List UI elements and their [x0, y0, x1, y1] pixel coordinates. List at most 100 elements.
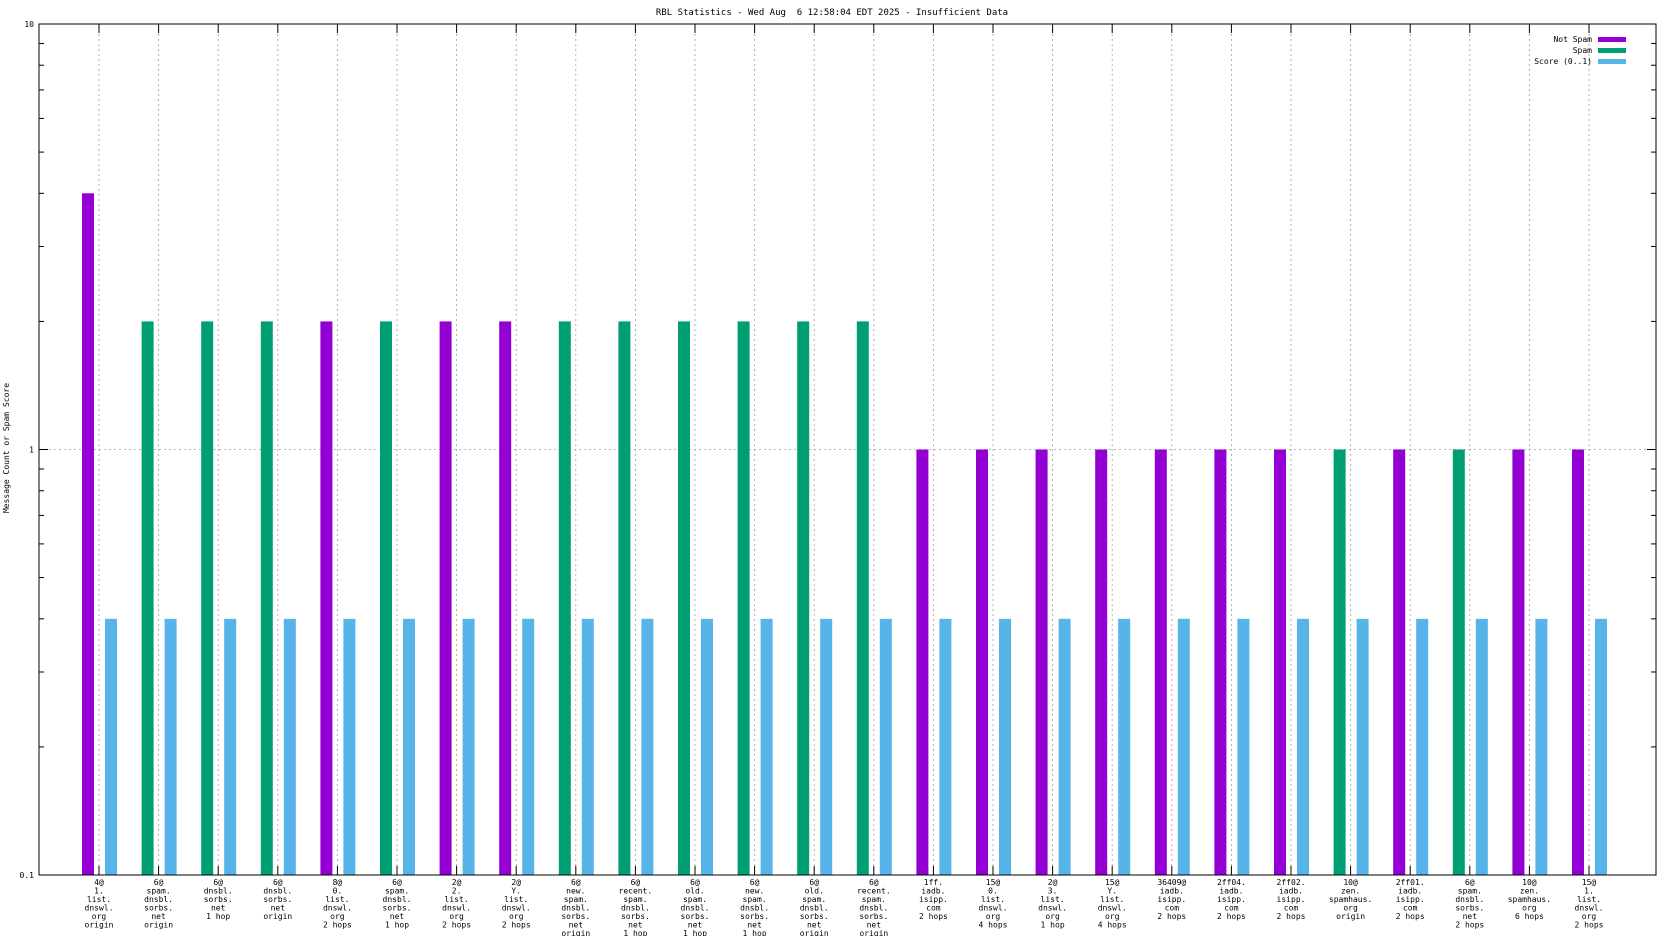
x-category-label-line: net [747, 921, 762, 930]
x-category-label-line: sorbs. [621, 912, 650, 921]
x-category-label-line: list. [504, 895, 528, 904]
x-category-label-line: new. [745, 887, 764, 896]
x-category-label-line: 1 hop [385, 921, 409, 930]
bar-score-0-1- [701, 618, 713, 875]
x-category-label-line: sorbs. [144, 904, 173, 913]
x-category-label-line: 2 hops [1575, 921, 1604, 930]
x-category-label: 6@ new. spam. dnsbl. sorbs. net 1 hop [740, 878, 769, 936]
bar-spam [558, 321, 571, 875]
x-category-label-line: 6@ [154, 878, 164, 887]
x-category-label: 4@ 1. list. dnswl. org origin [85, 878, 114, 930]
x-category-label-line: iadb. [1279, 887, 1303, 896]
x-category-label-line: 6@ [571, 878, 581, 887]
x-category-label-line: dnsbl. [621, 904, 650, 913]
x-category-label-line: 3. [1048, 887, 1058, 896]
bar-score-0-1- [224, 618, 237, 875]
x-category-label-line: net [151, 912, 166, 921]
x-category-label-line: zen. [1520, 887, 1539, 896]
x-category-label-line: 6 hops [1515, 912, 1544, 921]
bar-score-0-1- [462, 618, 475, 875]
x-category-label-line: org [1105, 912, 1120, 921]
x-category-label-line: 2 hops [1396, 912, 1425, 921]
x-category-label: 10@ zen. spamhaus. org 6 hops [1508, 878, 1551, 921]
x-category-label-line: org [449, 912, 464, 921]
x-category-label: 6@ dnsbl. sorbs. net 1 hop [204, 878, 233, 921]
bar-score-0-1- [1297, 618, 1309, 875]
x-category-label-line: isipp. [1277, 895, 1306, 904]
x-category-label-line: sorbs. [561, 912, 590, 921]
bar-score-0-1- [999, 618, 1011, 875]
x-category-label-line: 1ff. [924, 878, 943, 887]
bar-score-0-1- [164, 618, 177, 875]
x-category-label-line: org [1522, 904, 1537, 913]
x-category-label: 10@ zen. spamhaus. org origin [1329, 878, 1372, 921]
x-category-label-line: sorbs. [1455, 904, 1484, 913]
x-category-label-line: dnswl. [323, 904, 352, 913]
x-category-label-line: origin [263, 912, 292, 921]
y-axis-label: Message Count or Spam Score [2, 383, 11, 513]
x-category-label-line: org [330, 912, 345, 921]
bar-spam [618, 321, 631, 875]
legend-swatch [1598, 37, 1626, 42]
bar-score-0-1- [105, 618, 117, 875]
bar-not-spam [1274, 449, 1286, 875]
bar-not-spam [439, 321, 452, 875]
bar-not-spam [1512, 449, 1525, 875]
x-category-label-line: net [628, 921, 643, 930]
axis-ticks: 0.1 1 10 [20, 20, 1656, 880]
x-category-label-line: 1 hop [623, 929, 647, 936]
x-category-label-line: 10@ [1343, 878, 1358, 887]
x-category-label: 2ff02. iadb. isipp. com 2 hops [1277, 878, 1306, 921]
x-category-label-line: isipp. [1157, 895, 1186, 904]
x-category-label-line: origin [1336, 912, 1365, 921]
x-category-label-line: 2 hops [1277, 912, 1306, 921]
x-category-label: 6@ old. spam. dnsbl. sorbs. net origin [800, 878, 829, 936]
bar-score-0-1- [1237, 618, 1250, 875]
x-category-label-line: net [390, 912, 405, 921]
bar-spam [797, 321, 810, 875]
x-category-label-line: 6@ [213, 878, 223, 887]
x-category-label-line: sorbs. [204, 895, 233, 904]
x-category-label-line: dnswl. [502, 904, 531, 913]
bar-spam [678, 321, 690, 875]
x-category-label-line: net [1463, 912, 1478, 921]
bar-not-spam [1214, 449, 1227, 875]
x-category-label-line: org [1045, 912, 1060, 921]
x-category-label: 15@ 0. list. dnswl. org 4 hops [979, 878, 1008, 930]
x-category-label: 6@ dnsbl. sorbs. net origin [263, 878, 292, 921]
x-category-label-line: 6@ [690, 878, 700, 887]
x-category-label-line: sorbs. [681, 912, 710, 921]
x-category-label: 8@ 0. list. dnswl. org 2 hops [323, 878, 352, 930]
x-category-label-line: 6@ [1465, 878, 1475, 887]
x-category-label-line: 0. [988, 887, 998, 896]
x-category-label-line: 6@ [809, 878, 819, 887]
bar-score-0-1- [1595, 618, 1607, 875]
x-category-label-line: origin [859, 929, 888, 936]
bar-score-0-1- [343, 618, 356, 875]
x-category-label-line: org [986, 912, 1001, 921]
x-category-label-line: 6@ [631, 878, 641, 887]
x-category-label-line: 1. [94, 887, 104, 896]
x-category-label-line: list. [445, 895, 469, 904]
x-category-label-line: 4@ [94, 878, 104, 887]
x-category-label-line: net [211, 904, 226, 913]
x-category-label-line: 8@ [333, 878, 343, 887]
bar-spam [201, 321, 214, 875]
x-category-label-line: isipp. [919, 895, 948, 904]
x-category-label-line: new. [566, 887, 585, 896]
x-category-label-line: 6@ [869, 878, 879, 887]
x-category-label-line: org [509, 912, 524, 921]
x-category-label-line: com [1165, 904, 1180, 913]
x-category-label-line: sorbs. [800, 912, 829, 921]
x-category-label-line: 2 hops [919, 912, 948, 921]
x-category-label: 1ff. iadb. isipp. com 2 hops [919, 878, 948, 921]
x-category-label-line: 2 hops [1217, 912, 1246, 921]
x-category-label-line: list. [87, 895, 111, 904]
x-category-label-line: 1. [1584, 887, 1594, 896]
x-category-label: 6@ spam. dnsbl. sorbs. net 2 hops [1455, 878, 1484, 930]
x-category-label-line: recent. [857, 887, 891, 896]
y-tick-label: 10 [24, 20, 34, 29]
chart-title: RBL Statistics - Wed Aug 6 12:58:04 EDT … [656, 8, 1008, 18]
bar-score-0-1- [1058, 618, 1071, 875]
